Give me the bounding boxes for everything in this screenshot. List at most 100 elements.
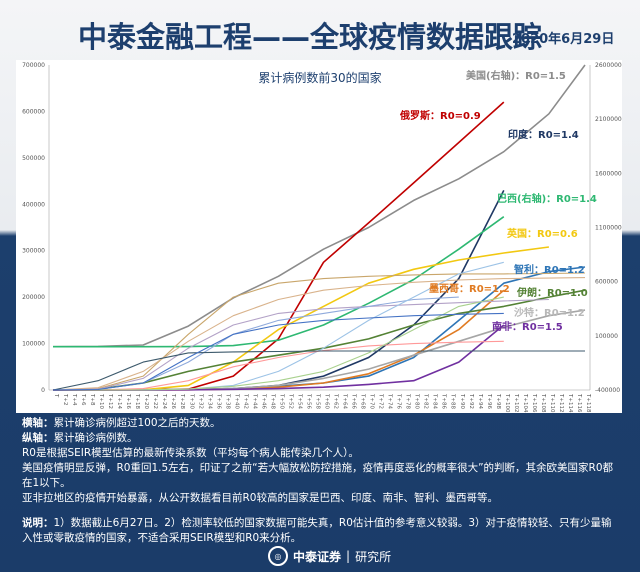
x-tick-label: T+72 xyxy=(378,393,384,409)
label-mexico: 墨西哥：R0=1.2 xyxy=(429,283,510,295)
x-tick-label: T+68 xyxy=(360,393,366,409)
x-tick-label: T+76 xyxy=(396,393,402,409)
label-iran: 伊朗：R0=1.0 xyxy=(516,286,588,299)
note-line-1: R0是根据SEIR模型估算的最新传染系数（平均每个病人能传染几个人）。 xyxy=(22,447,359,459)
x-tick-label: T+46 xyxy=(260,393,266,409)
x-tick-label: T+102 xyxy=(513,393,519,412)
x-tick-label: T+114 xyxy=(567,393,573,413)
x-tick-label: T+2 xyxy=(62,393,68,405)
x-tick-label: T+82 xyxy=(423,393,429,409)
x-tick-label: T+118 xyxy=(585,393,591,413)
series-line-10 xyxy=(52,272,586,391)
x-tick-label: T+14 xyxy=(116,393,122,409)
x-tick-label: T+48 xyxy=(269,393,275,409)
right-tick-label: 2100000 xyxy=(595,116,622,123)
x-tick-label: T+100 xyxy=(504,393,510,413)
left-tick-label: 600000 xyxy=(22,108,45,115)
x-tick-label: T+106 xyxy=(531,393,537,413)
x-tick-label: T+78 xyxy=(405,393,411,409)
x-tick-label: T+96 xyxy=(486,393,492,409)
series-line-17 xyxy=(53,296,504,391)
x-tick-label: T+38 xyxy=(224,393,230,409)
x-tick-label: T+26 xyxy=(170,393,176,409)
left-tick-label: 200000 xyxy=(22,294,45,301)
x-tick-label: T+52 xyxy=(287,393,293,409)
remark: 说明：1）数据截止6月27日。2）检测率较低的国家数据可能失真，R0估计值的参考… xyxy=(22,517,612,544)
right-tick-label: 1600000 xyxy=(595,170,622,177)
x-tick-label: T+50 xyxy=(278,393,284,409)
label-india: 印度：R0=1.4 xyxy=(508,128,579,141)
x-tick-label: T+30 xyxy=(188,393,194,409)
label-us: 美国(右轴)：R0=1.5 xyxy=(466,69,566,82)
right-tick-label: 100000 xyxy=(595,333,618,340)
footer-logo: ◎ 中泰证券 | 研究所 xyxy=(268,546,391,566)
series-line-15 xyxy=(52,340,504,391)
right-tick-label: -400000 xyxy=(595,387,620,394)
x-tick-label: T+20 xyxy=(143,393,149,409)
left-tick-label: 0 xyxy=(41,387,45,394)
series-line-16 xyxy=(52,350,585,391)
x-tick-label: T+42 xyxy=(242,393,248,409)
x-tick-label: T+18 xyxy=(134,393,140,409)
series-line-0 xyxy=(52,64,586,348)
label-brazil: 巴西(右轴)：R0=1.4 xyxy=(497,192,597,205)
x-tick-label: T+16 xyxy=(125,393,131,409)
x-tick-label: T+54 xyxy=(296,393,302,409)
x-tick-label: T+58 xyxy=(314,393,320,409)
x-tick-label: T+112 xyxy=(558,393,564,412)
label-chile: 智利：R0=1.2 xyxy=(514,263,585,276)
y-axis-note: 纵轴：累计确诊病例数。 xyxy=(22,432,138,444)
label-russia: 俄罗斯：R0=0.9 xyxy=(399,109,481,122)
x-tick-label: T+32 xyxy=(197,393,203,409)
x-tick-label: T+22 xyxy=(152,393,158,409)
report-date: 2020年6月29日 xyxy=(512,32,615,47)
label-south-africa: 南非：R0=1.5 xyxy=(492,320,563,333)
left-tick-label: 500000 xyxy=(22,155,45,162)
x-tick-label: T+92 xyxy=(468,393,474,409)
series-line-3 xyxy=(53,216,505,348)
x-tick-label: T+44 xyxy=(251,393,257,409)
x-tick-label: T+66 xyxy=(351,393,357,409)
series-line-18 xyxy=(52,312,504,391)
x-tick-label: T+80 xyxy=(414,393,420,409)
x-tick-label: T xyxy=(53,393,59,398)
logo-icon: ◎ xyxy=(268,546,288,566)
x-tick-label: T+28 xyxy=(179,393,185,409)
page-title: 中泰金融工程——全球疫情数据跟踪 xyxy=(78,20,543,54)
label-uk: 英国：R0=0.6 xyxy=(506,227,578,240)
label-saudi: 沙特：R0=1.2 xyxy=(514,306,585,319)
x-tick-label: T+8 xyxy=(89,393,95,406)
notes: 横轴：累计确诊病例超过100之后的天数。 纵轴：累计确诊病例数。 R0是根据SE… xyxy=(22,416,622,546)
x-tick-label: T+34 xyxy=(206,393,212,409)
x-tick-label: T+56 xyxy=(305,393,311,409)
cases-chart: 累计病例数前30的国家 0 100000 200000 300000 400000 500… xyxy=(22,62,622,413)
x-tick-label: T+10 xyxy=(98,393,104,409)
right-tick-label: 600000 xyxy=(595,279,618,286)
x-tick-label: T+6 xyxy=(80,393,86,406)
chart-title: 累计病例数前30的国家 xyxy=(258,70,381,85)
x-tick-label: T+90 xyxy=(459,393,465,409)
x-axis-note: 横轴：累计确诊病例超过100之后的天数。 xyxy=(22,417,221,429)
x-tick-label: T+86 xyxy=(441,393,447,409)
right-tick-label: 1100000 xyxy=(595,225,622,232)
x-tick-label: T+74 xyxy=(387,393,393,409)
note-line-2: 美国疫情明显反弹，R0重回1.5左右，印证了之前“若大幅放松防控措施，疫情再度恶… xyxy=(22,462,614,489)
x-tick-label: T+110 xyxy=(549,393,555,413)
x-tick-label: T+36 xyxy=(215,393,221,409)
x-tick-label: T+40 xyxy=(233,393,239,409)
left-tick-label: 300000 xyxy=(22,248,45,255)
x-tick-label: T+116 xyxy=(576,393,582,413)
right-tick-label: 2600000 xyxy=(595,62,622,69)
x-tick-label: T+98 xyxy=(495,393,501,409)
x-tick-label: T+84 xyxy=(432,393,438,409)
x-tick-label: T+4 xyxy=(71,393,77,406)
left-tick-label: 100000 xyxy=(22,341,45,348)
x-tick-label: T+94 xyxy=(477,393,483,409)
x-tick-label: T+12 xyxy=(107,393,113,409)
x-tick-label: T+60 xyxy=(324,393,330,409)
series-line-12 xyxy=(52,298,549,391)
x-tick-label: T+70 xyxy=(369,393,375,409)
x-tick-label: T+104 xyxy=(522,393,528,413)
x-tick-label: T+24 xyxy=(161,393,167,409)
x-tick-label: T+62 xyxy=(333,393,339,409)
